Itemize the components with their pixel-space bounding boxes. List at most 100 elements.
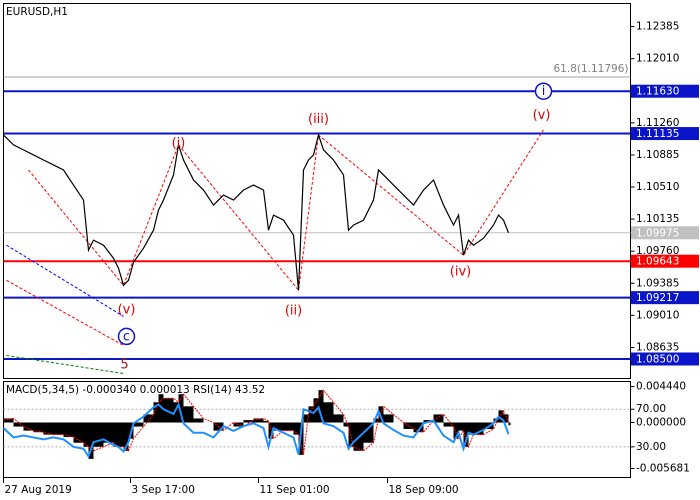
wave-label: (i)	[172, 136, 186, 151]
y-tick-label: 1.10510	[636, 181, 679, 193]
macd-bar	[63, 422, 74, 438]
macd-bar	[443, 422, 454, 427]
x-tick-label: 18 Sep 09:00	[389, 484, 459, 496]
macd-bar	[123, 422, 129, 451]
indicator-title: MACD(5,34,5) -0.000340 0.000013 RSI(14) …	[6, 384, 265, 396]
macd-bar	[383, 414, 394, 423]
macd-bar	[273, 422, 284, 431]
y-tick-label: -0.005681	[636, 462, 690, 474]
macd-bar	[83, 422, 89, 447]
x-tick-label: 11 Sep 01:00	[260, 484, 330, 496]
rsi-line	[2, 401, 510, 459]
price-label-box	[631, 84, 699, 98]
y-tick-label: 1.09760	[636, 245, 679, 257]
fibo-label: 61.8(1.11796)	[554, 63, 629, 75]
y-tick-label: 1.10885	[636, 149, 679, 161]
wave-label: (iv)	[450, 264, 471, 279]
price-label-box	[631, 254, 699, 268]
signal-line	[3, 389, 509, 455]
y-tick-label: 1.10135	[636, 213, 679, 225]
macd-bar	[333, 414, 344, 423]
macd-bar	[508, 422, 511, 426]
price-label-box	[631, 127, 699, 141]
chart-title: EURUSD,H1	[6, 6, 68, 18]
y-tick-label: 1.11260	[636, 117, 679, 129]
macd-bar	[468, 422, 474, 435]
macd-bar	[178, 394, 184, 423]
macd-bar	[293, 422, 299, 435]
y-tick-label: 1.12010	[636, 53, 679, 65]
macd-bar	[173, 402, 179, 423]
macd-bar	[73, 422, 84, 443]
macd-bar	[143, 414, 154, 423]
price-label-box	[631, 352, 699, 366]
wave-label: 5	[120, 357, 128, 372]
macd-bar	[413, 422, 424, 433]
macd-bar	[183, 406, 194, 423]
macd-bar	[458, 422, 464, 431]
wave-line	[6, 244, 124, 317]
wave-label: (v)	[118, 302, 136, 317]
macd-bar	[93, 422, 104, 447]
macd-bar	[193, 418, 204, 423]
wave-label: (v)	[533, 108, 551, 123]
macd-bar	[343, 422, 349, 427]
macd-bar	[283, 422, 294, 431]
macd-bar	[463, 422, 469, 447]
wave-label: (iii)	[308, 112, 329, 127]
wave-label: c	[123, 329, 130, 344]
macd-bar	[163, 398, 174, 423]
y-tick-label: 0.004440	[636, 381, 686, 393]
macd-bar	[113, 422, 119, 447]
macd-bar	[118, 422, 124, 447]
y-tick-label: 1.12385	[636, 21, 679, 33]
price-label: 1.11630	[636, 86, 679, 98]
macd-bar	[53, 422, 64, 435]
macd-bar	[378, 406, 384, 423]
y-tick-label: 1.09010	[636, 309, 679, 321]
macd-bar	[268, 422, 274, 439]
price-label: 1.08500	[636, 353, 679, 365]
macd-bar	[373, 418, 379, 423]
macd-bar	[453, 422, 459, 439]
macd-bar	[503, 414, 509, 423]
main-panel	[3, 3, 631, 379]
price-label-box	[631, 291, 699, 305]
macd-bar	[88, 422, 94, 459]
macd-bar	[153, 402, 159, 423]
macd-bar	[253, 418, 264, 423]
wave-label: i	[542, 84, 546, 99]
price-label: 1.11135	[636, 128, 679, 140]
x-tick-label: 27 Aug 2019	[5, 484, 72, 496]
price-label: 1.09643	[636, 256, 679, 268]
y-tick-label: 1.08635	[636, 341, 679, 353]
macd-bar	[473, 422, 484, 435]
macd-bar	[133, 422, 144, 427]
macd-bar	[103, 422, 114, 443]
indicator-panel	[3, 381, 631, 478]
price-label-box	[631, 226, 699, 240]
macd-bar	[43, 422, 54, 435]
macd-bar	[433, 414, 444, 423]
y-tick-label: 0.000000	[636, 417, 686, 429]
annotation-circle	[117, 327, 136, 346]
y-tick-label: 1.09385	[636, 277, 679, 289]
macd-bar	[158, 394, 164, 423]
price-label: 1.09975	[636, 227, 679, 239]
macd-bar	[243, 420, 254, 423]
price-line	[3, 132, 510, 291]
y-tick-label: 70.00	[636, 403, 666, 415]
wave-line	[6, 279, 124, 346]
macd-bar	[323, 402, 334, 423]
y-tick-label: 30.00	[636, 441, 666, 453]
macd-bar	[363, 422, 374, 443]
price-label: 1.09217	[636, 292, 679, 304]
macd-bar	[303, 414, 309, 423]
macd-bar	[498, 410, 504, 423]
macd-bar	[33, 422, 44, 433]
annotation-circle	[534, 82, 553, 100]
wave-label: (ii)	[285, 303, 302, 318]
macd-bar	[308, 406, 314, 423]
